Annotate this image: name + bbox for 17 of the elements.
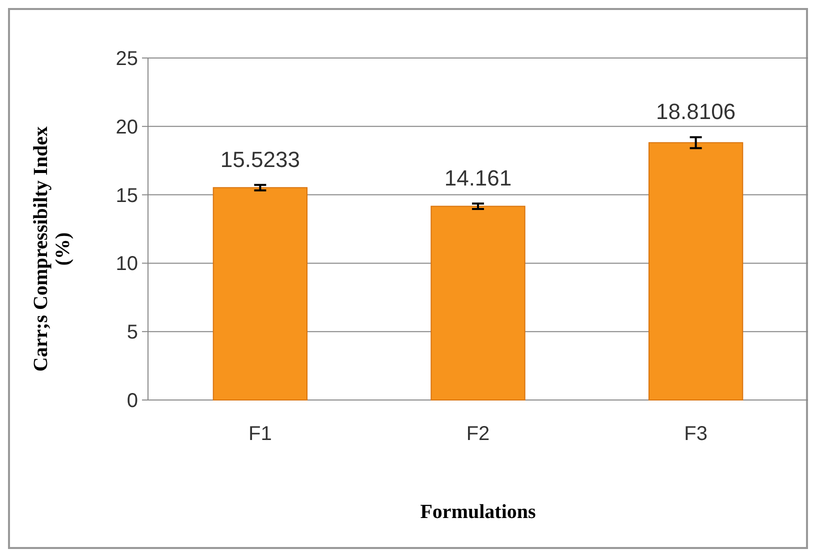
y-tick-label: 20	[116, 116, 138, 138]
x-tick-label: F2	[466, 423, 490, 445]
y-tick-label: 15	[116, 184, 138, 207]
bar	[648, 142, 744, 400]
x-tick-label: F3	[684, 423, 708, 445]
x-axis-title: Formulations	[420, 501, 536, 523]
y-tick-label: 10	[116, 253, 138, 276]
data-label: 14.161	[444, 166, 512, 191]
bar	[212, 187, 308, 400]
y-tick-label: 25	[116, 48, 138, 70]
bar	[430, 206, 526, 400]
y-tick-label: 0	[126, 390, 138, 412]
y-tick-label: 5	[126, 322, 138, 344]
x-tick-label: F1	[248, 423, 272, 445]
data-label: 15.5233	[220, 146, 300, 172]
y-axis-title: Carr;s Compressibilty Index (%)	[30, 126, 74, 372]
data-label: 18.8106	[656, 99, 736, 124]
